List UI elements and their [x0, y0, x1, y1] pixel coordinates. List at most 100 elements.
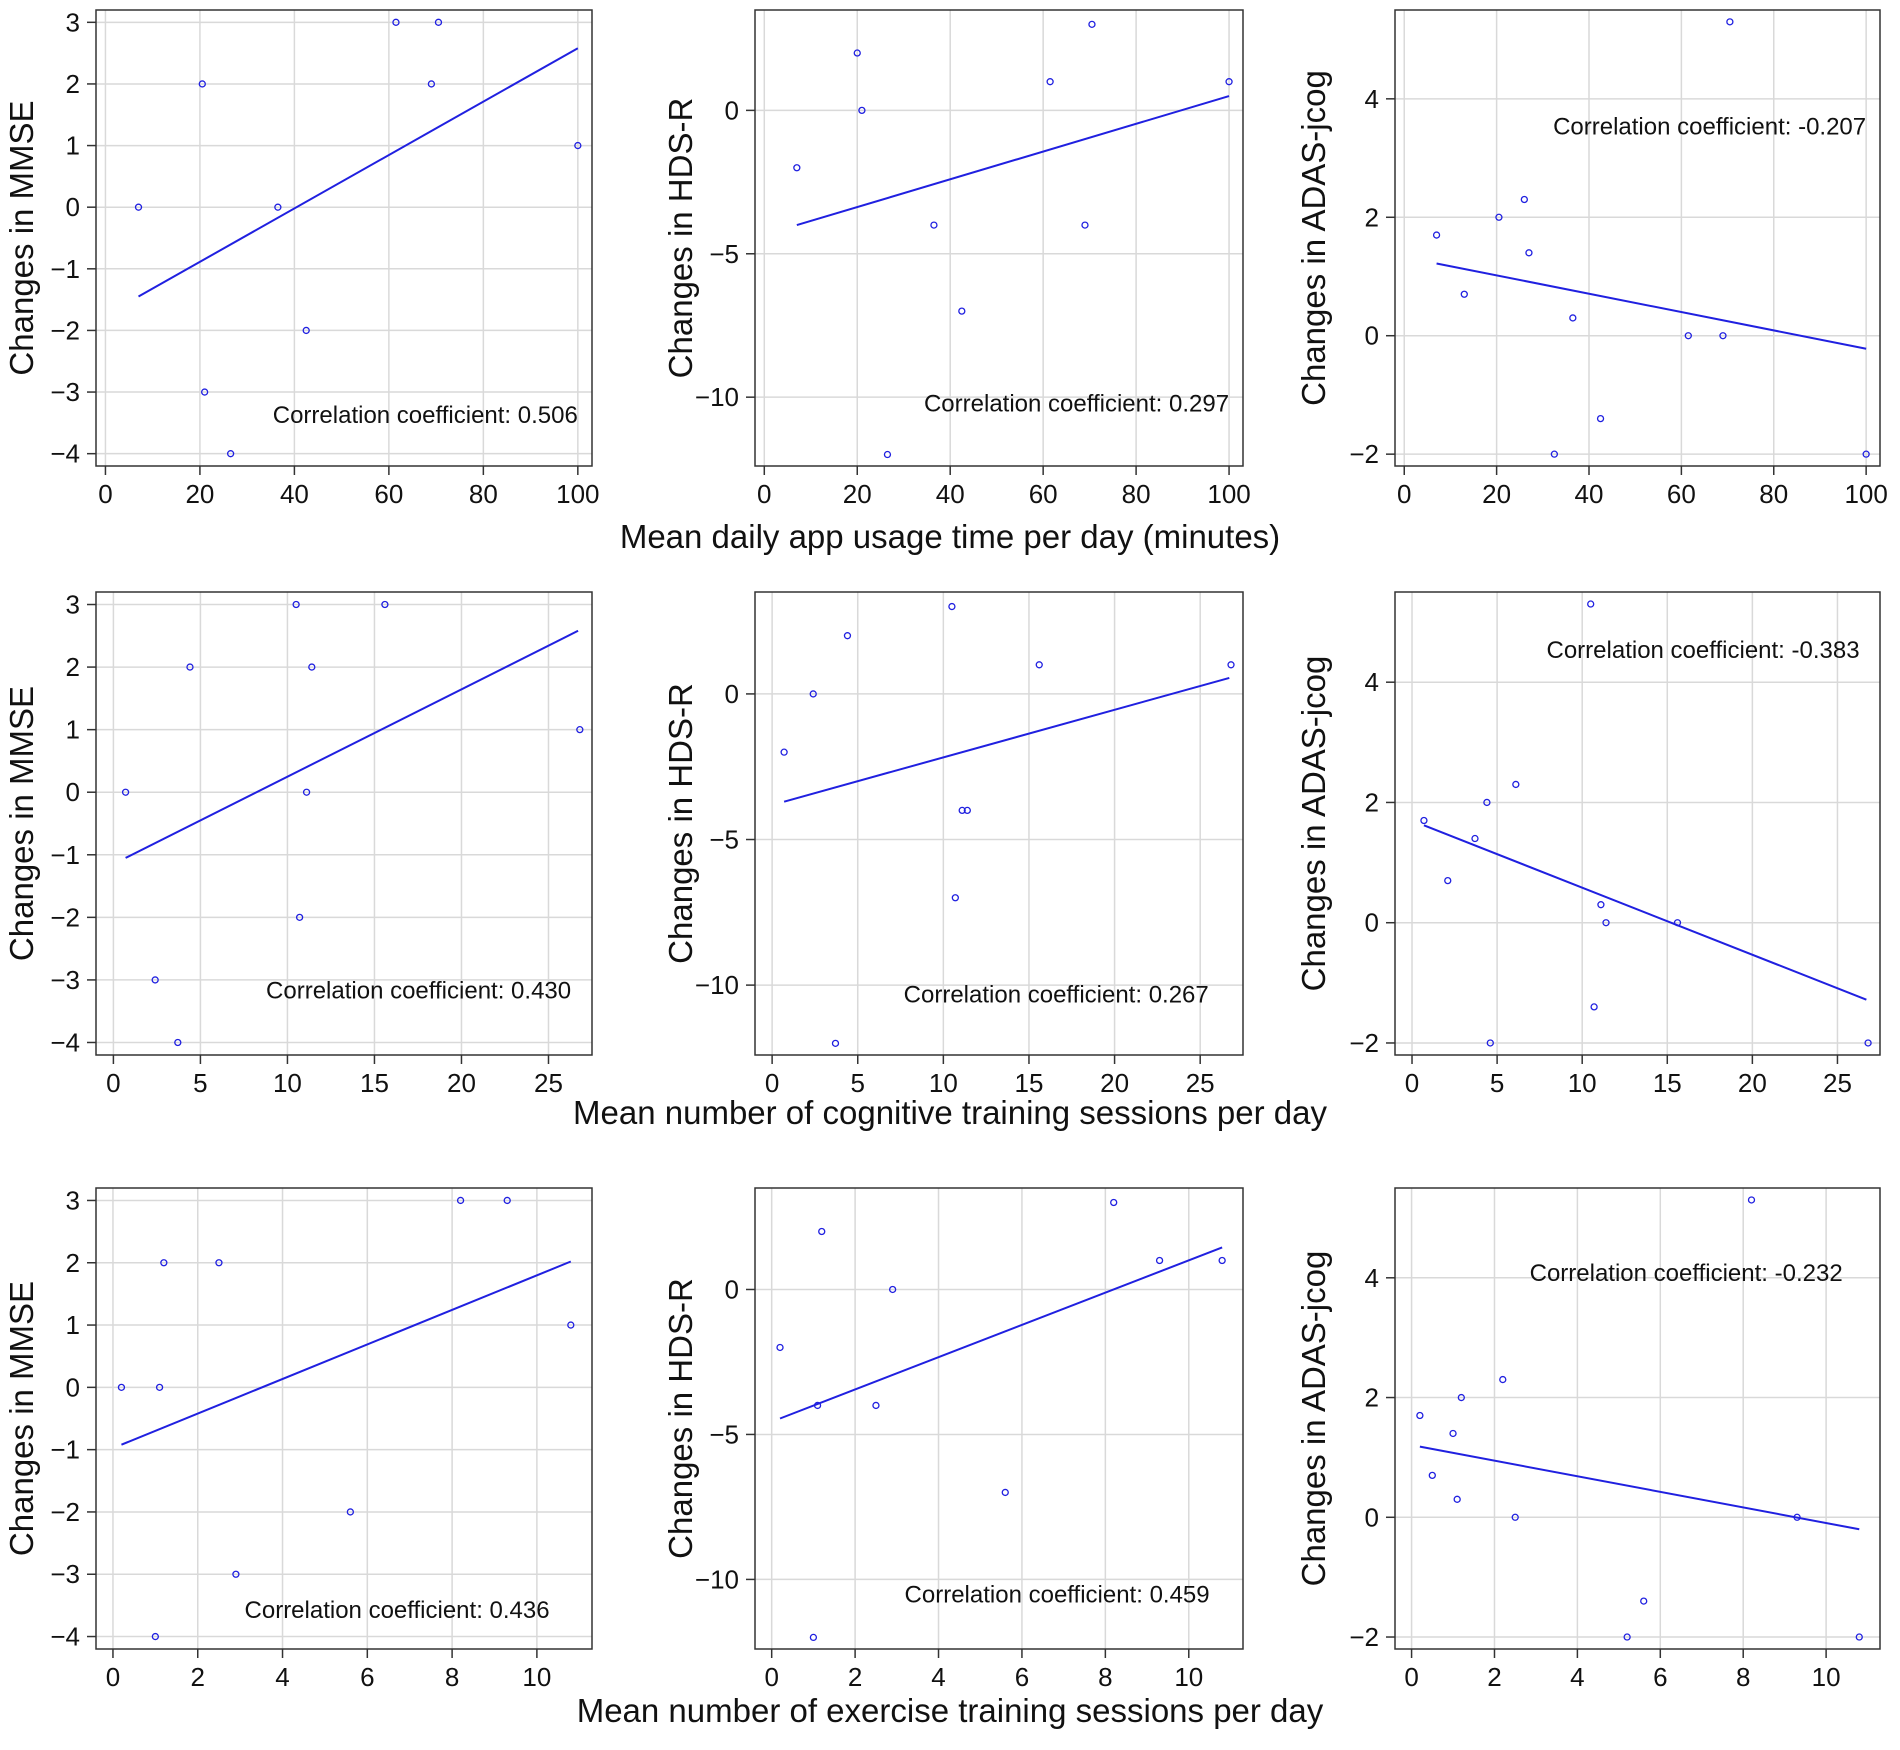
- y-tick-label: 2: [1365, 787, 1379, 817]
- y-tick-label: 2: [1365, 202, 1379, 232]
- x-tick-label: 20: [1482, 479, 1511, 509]
- x-tick-label: 0: [1404, 1662, 1418, 1692]
- data-point: [809, 1633, 818, 1642]
- x-tick-label: 0: [106, 1068, 120, 1098]
- data-point: [292, 600, 300, 609]
- data-point: [853, 49, 861, 57]
- data-point: [1483, 798, 1491, 807]
- y-tick-label: −10: [695, 970, 739, 1000]
- data-point: [1081, 221, 1089, 229]
- y-axis-label: Changes in ADAS-jcog: [1295, 1251, 1332, 1587]
- correlation-annotation: Correlation coefficient: 0.436: [245, 1597, 550, 1624]
- x-tick-label: 4: [1570, 1662, 1584, 1692]
- regression-line: [121, 1260, 572, 1446]
- data-point: [1512, 780, 1520, 789]
- data-point: [1596, 414, 1605, 423]
- x-tick-label: 2: [848, 1662, 862, 1692]
- data-point: [456, 1196, 465, 1205]
- plot-frame: [95, 9, 593, 467]
- correlation-annotation: Correlation coefficient: -0.383: [1547, 637, 1860, 664]
- data-point: [1471, 834, 1479, 843]
- x-tick-label: 80: [1759, 479, 1788, 509]
- regression-line: [783, 676, 1230, 803]
- data-point: [174, 1038, 182, 1047]
- data-point: [1046, 78, 1054, 86]
- data-point: [831, 1039, 840, 1048]
- data-point: [1432, 231, 1441, 239]
- y-tick-label: −3: [50, 965, 80, 995]
- data-point: [1511, 1513, 1519, 1521]
- data-point: [776, 1343, 784, 1352]
- x-tick-label: 20: [1738, 1068, 1767, 1098]
- y-tick-label: 4: [1365, 667, 1379, 697]
- correlation-annotation: Correlation coefficient: 0.430: [266, 978, 571, 1005]
- x-tick-label: 15: [360, 1068, 389, 1098]
- data-point: [1590, 1003, 1598, 1011]
- y-tick-label: 2: [66, 652, 80, 682]
- x-tick-label: 15: [1653, 1068, 1682, 1098]
- data-point: [1793, 1513, 1801, 1521]
- data-point: [1420, 816, 1428, 825]
- data-point: [215, 1259, 223, 1267]
- plot-frame: [1394, 9, 1881, 467]
- panel-2-3: 0 5 10 15 20 25 −2 0 2 4 Changes in ADAS-jcog Corre…: [1295, 591, 1881, 1098]
- y-tick-label: −5: [709, 825, 739, 855]
- data-point: [1227, 661, 1235, 669]
- y-tick-label: −2: [1349, 439, 1379, 469]
- data-point: [958, 307, 966, 315]
- x-tick-label: 10: [522, 1662, 551, 1692]
- plot-frame: [754, 1187, 1244, 1650]
- panel-3-3: 0 2 4 6 8 10 −2 0 2 4 Changes in ADAS-jcog Correlat…: [1295, 1187, 1881, 1692]
- y-axis-label: Changes in ADAS-jcog: [1295, 656, 1332, 992]
- correlation-annotation: Correlation coefficient: 0.459: [905, 1582, 1210, 1609]
- regression-line: [1436, 262, 1867, 350]
- data-point: [1495, 213, 1503, 221]
- x-tick-label: 20: [843, 479, 872, 509]
- x-tick-label: 25: [1823, 1068, 1852, 1098]
- data-point: [1747, 1196, 1756, 1204]
- y-tick-label: 0: [725, 95, 739, 125]
- panel-1-3: 0 20 40 60 80 100 −2 0 2 4 Changes in ADAS-jcog Cor…: [1295, 9, 1888, 509]
- x-tick-label: 0: [764, 1662, 778, 1692]
- data-point: [958, 806, 966, 815]
- correlation-annotation: Correlation coefficient: 0.297: [924, 391, 1229, 418]
- data-point: [576, 725, 584, 734]
- correlation-annotation: Correlation coefficient: -0.207: [1553, 113, 1866, 140]
- regression-line: [138, 47, 579, 298]
- x-tick-label: 60: [374, 479, 403, 509]
- y-tick-label: −1: [50, 254, 80, 284]
- y-tick-label: −5: [709, 1419, 739, 1449]
- data-point: [155, 1383, 164, 1392]
- data-point: [1623, 1633, 1631, 1641]
- data-point: [1225, 78, 1233, 86]
- x-tick-label: 4: [931, 1662, 945, 1692]
- y-tick-label: −10: [695, 382, 739, 412]
- data-point: [1416, 1411, 1424, 1420]
- data-point: [346, 1508, 355, 1516]
- data-point: [793, 164, 801, 172]
- data-point: [872, 1401, 880, 1410]
- y-tick-label: 0: [725, 1274, 739, 1304]
- y-tick-label: 4: [1365, 1263, 1379, 1293]
- y-tick-label: −2: [50, 315, 80, 345]
- y-tick-label: −3: [50, 377, 80, 407]
- x-tick-label: 0: [1405, 1068, 1419, 1098]
- data-point: [198, 80, 206, 88]
- y-tick-label: 0: [1365, 321, 1379, 351]
- data-point: [930, 221, 938, 229]
- data-point: [427, 80, 436, 88]
- y-tick-label: 0: [66, 192, 80, 222]
- panel-3-1: 0 2 4 6 8 10 −4 −3 −2 −1 0 1 2 3 Changes in MMSE Correl…: [3, 1185, 593, 1692]
- y-tick-label: 3: [66, 7, 80, 37]
- x-tick-label: 10: [1812, 1662, 1841, 1692]
- y-tick-label: 0: [725, 679, 739, 709]
- data-point: [134, 203, 143, 211]
- y-tick-label: 3: [66, 590, 80, 620]
- data-point: [1460, 290, 1468, 298]
- y-tick-label: −5: [709, 239, 739, 269]
- regression-line: [796, 95, 1230, 227]
- panel-1-1: 0 20 40 60 80 100 −4 −3 −2 −1 0 1 2 3 Changes in MMSE C…: [3, 7, 600, 509]
- x-tick-label: 40: [280, 479, 309, 509]
- data-point: [160, 1259, 168, 1267]
